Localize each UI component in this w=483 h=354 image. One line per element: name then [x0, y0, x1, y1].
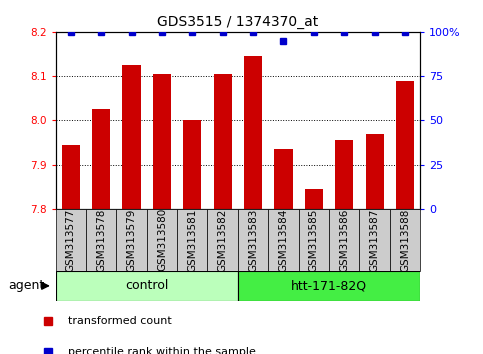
Text: GSM313579: GSM313579: [127, 208, 137, 272]
Text: percentile rank within the sample: percentile rank within the sample: [68, 347, 256, 354]
Bar: [238, 271, 420, 301]
Text: GSM313582: GSM313582: [218, 208, 227, 272]
Bar: [56, 209, 86, 271]
Text: GSM313583: GSM313583: [248, 208, 258, 272]
Text: agent: agent: [8, 279, 44, 292]
Bar: [298, 209, 329, 271]
Bar: [86, 209, 116, 271]
Bar: [183, 120, 201, 209]
Bar: [116, 209, 147, 271]
Title: GDS3515 / 1374370_at: GDS3515 / 1374370_at: [157, 16, 318, 29]
Text: GSM313588: GSM313588: [400, 208, 410, 272]
Bar: [244, 56, 262, 209]
Bar: [177, 209, 208, 271]
Bar: [153, 74, 171, 209]
Text: GSM313584: GSM313584: [279, 208, 288, 272]
Text: htt-171-82Q: htt-171-82Q: [291, 279, 367, 292]
Text: transformed count: transformed count: [68, 316, 171, 326]
Bar: [390, 209, 420, 271]
Text: GSM313581: GSM313581: [187, 208, 197, 272]
Bar: [213, 74, 232, 209]
Bar: [238, 209, 268, 271]
Bar: [62, 145, 80, 209]
Text: GSM313585: GSM313585: [309, 208, 319, 272]
Bar: [92, 109, 110, 209]
Bar: [56, 271, 238, 301]
Text: control: control: [125, 279, 169, 292]
Text: GSM313577: GSM313577: [66, 208, 76, 272]
Bar: [147, 209, 177, 271]
Text: GSM313586: GSM313586: [339, 208, 349, 272]
Bar: [268, 209, 298, 271]
Text: GSM313578: GSM313578: [96, 208, 106, 272]
Bar: [208, 209, 238, 271]
Bar: [122, 65, 141, 209]
Bar: [366, 134, 384, 209]
Bar: [396, 80, 414, 209]
Bar: [274, 149, 293, 209]
Bar: [335, 140, 354, 209]
Bar: [305, 189, 323, 209]
Text: GSM313580: GSM313580: [157, 208, 167, 272]
Bar: [359, 209, 390, 271]
Bar: [329, 209, 359, 271]
Text: GSM313587: GSM313587: [369, 208, 380, 272]
